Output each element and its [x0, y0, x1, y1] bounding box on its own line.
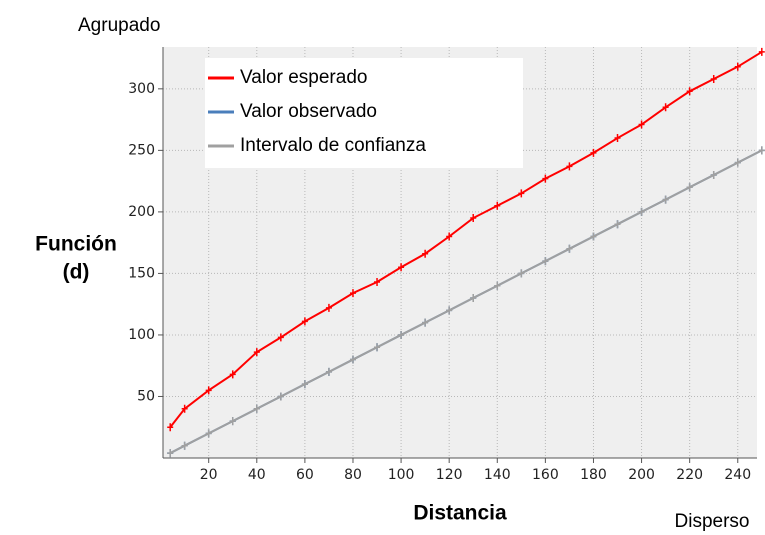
point-marker — [494, 201, 501, 210]
point-marker — [590, 232, 597, 241]
x-tick-label: 140 — [484, 467, 511, 483]
point-marker — [638, 120, 645, 129]
point-marker — [253, 404, 260, 413]
point-marker — [205, 429, 212, 438]
point-marker — [301, 317, 308, 326]
point-marker — [277, 392, 284, 401]
x-tick-label: 120 — [436, 467, 463, 483]
point-marker — [734, 158, 741, 167]
point-marker — [325, 367, 332, 376]
point-marker — [253, 348, 260, 357]
point-marker — [542, 174, 549, 183]
x-tick-label: 240 — [724, 467, 751, 483]
point-marker — [301, 380, 308, 389]
y-axis-label: (d) — [63, 261, 90, 284]
point-marker — [494, 281, 501, 290]
point-marker — [566, 162, 573, 171]
y-tick-label: 100 — [128, 327, 155, 343]
point-marker — [167, 423, 174, 432]
point-marker — [422, 249, 429, 258]
point-marker — [277, 333, 284, 342]
point-marker — [614, 220, 621, 229]
point-marker — [518, 189, 525, 198]
y-tick-label: 250 — [128, 142, 155, 158]
x-tick-label: 100 — [388, 467, 415, 483]
point-marker — [638, 207, 645, 216]
x-tick-label: 200 — [628, 467, 655, 483]
point-marker — [686, 183, 693, 192]
point-marker — [167, 449, 174, 458]
point-marker — [374, 343, 381, 352]
x-tick-label: 60 — [296, 467, 314, 483]
point-marker — [470, 294, 477, 303]
x-tick-label: 40 — [248, 467, 266, 483]
point-marker — [566, 244, 573, 253]
x-tick-label: 160 — [532, 467, 559, 483]
x-tick-label: 80 — [344, 467, 362, 483]
point-marker — [398, 263, 405, 272]
point-marker — [349, 289, 356, 298]
series-line — [169, 149, 763, 454]
point-marker — [205, 386, 212, 395]
annotation: Agrupado — [78, 15, 160, 36]
series-line — [169, 51, 763, 428]
legend — [205, 58, 523, 168]
point-marker — [325, 303, 332, 312]
point-marker — [446, 306, 453, 315]
point-marker — [446, 232, 453, 241]
point-marker — [518, 269, 525, 278]
point-marker — [181, 441, 188, 450]
point-marker — [758, 146, 765, 155]
point-marker — [229, 417, 236, 426]
point-marker — [710, 170, 717, 179]
point-marker — [758, 47, 765, 56]
point-marker — [614, 134, 621, 143]
legend-label: Valor esperado — [240, 67, 367, 88]
point-marker — [686, 87, 693, 96]
point-marker — [422, 318, 429, 327]
point-marker — [710, 74, 717, 83]
point-marker — [662, 103, 669, 112]
y-tick-label: 200 — [128, 204, 155, 220]
point-marker — [229, 370, 236, 379]
legend-label: Intervalo de confianza — [240, 135, 426, 156]
point-marker — [349, 355, 356, 364]
x-axis-label: Distancia — [413, 502, 507, 525]
x-tick-label: 180 — [580, 467, 607, 483]
y-tick-label: 150 — [128, 265, 155, 281]
point-marker — [542, 257, 549, 266]
x-tick-label: 20 — [200, 467, 218, 483]
point-marker — [398, 330, 405, 339]
legend-label: Valor observado — [240, 101, 377, 122]
y-tick-label: 50 — [137, 388, 155, 404]
point-marker — [374, 278, 381, 287]
y-axis-label: Función — [35, 233, 117, 256]
annotation: Disperso — [675, 511, 750, 532]
y-tick-label: 300 — [128, 81, 155, 97]
point-marker — [662, 195, 669, 204]
point-marker — [590, 148, 597, 157]
point-marker — [181, 404, 188, 413]
point-marker — [734, 62, 741, 71]
x-tick-label: 220 — [676, 467, 703, 483]
point-marker — [470, 214, 477, 223]
